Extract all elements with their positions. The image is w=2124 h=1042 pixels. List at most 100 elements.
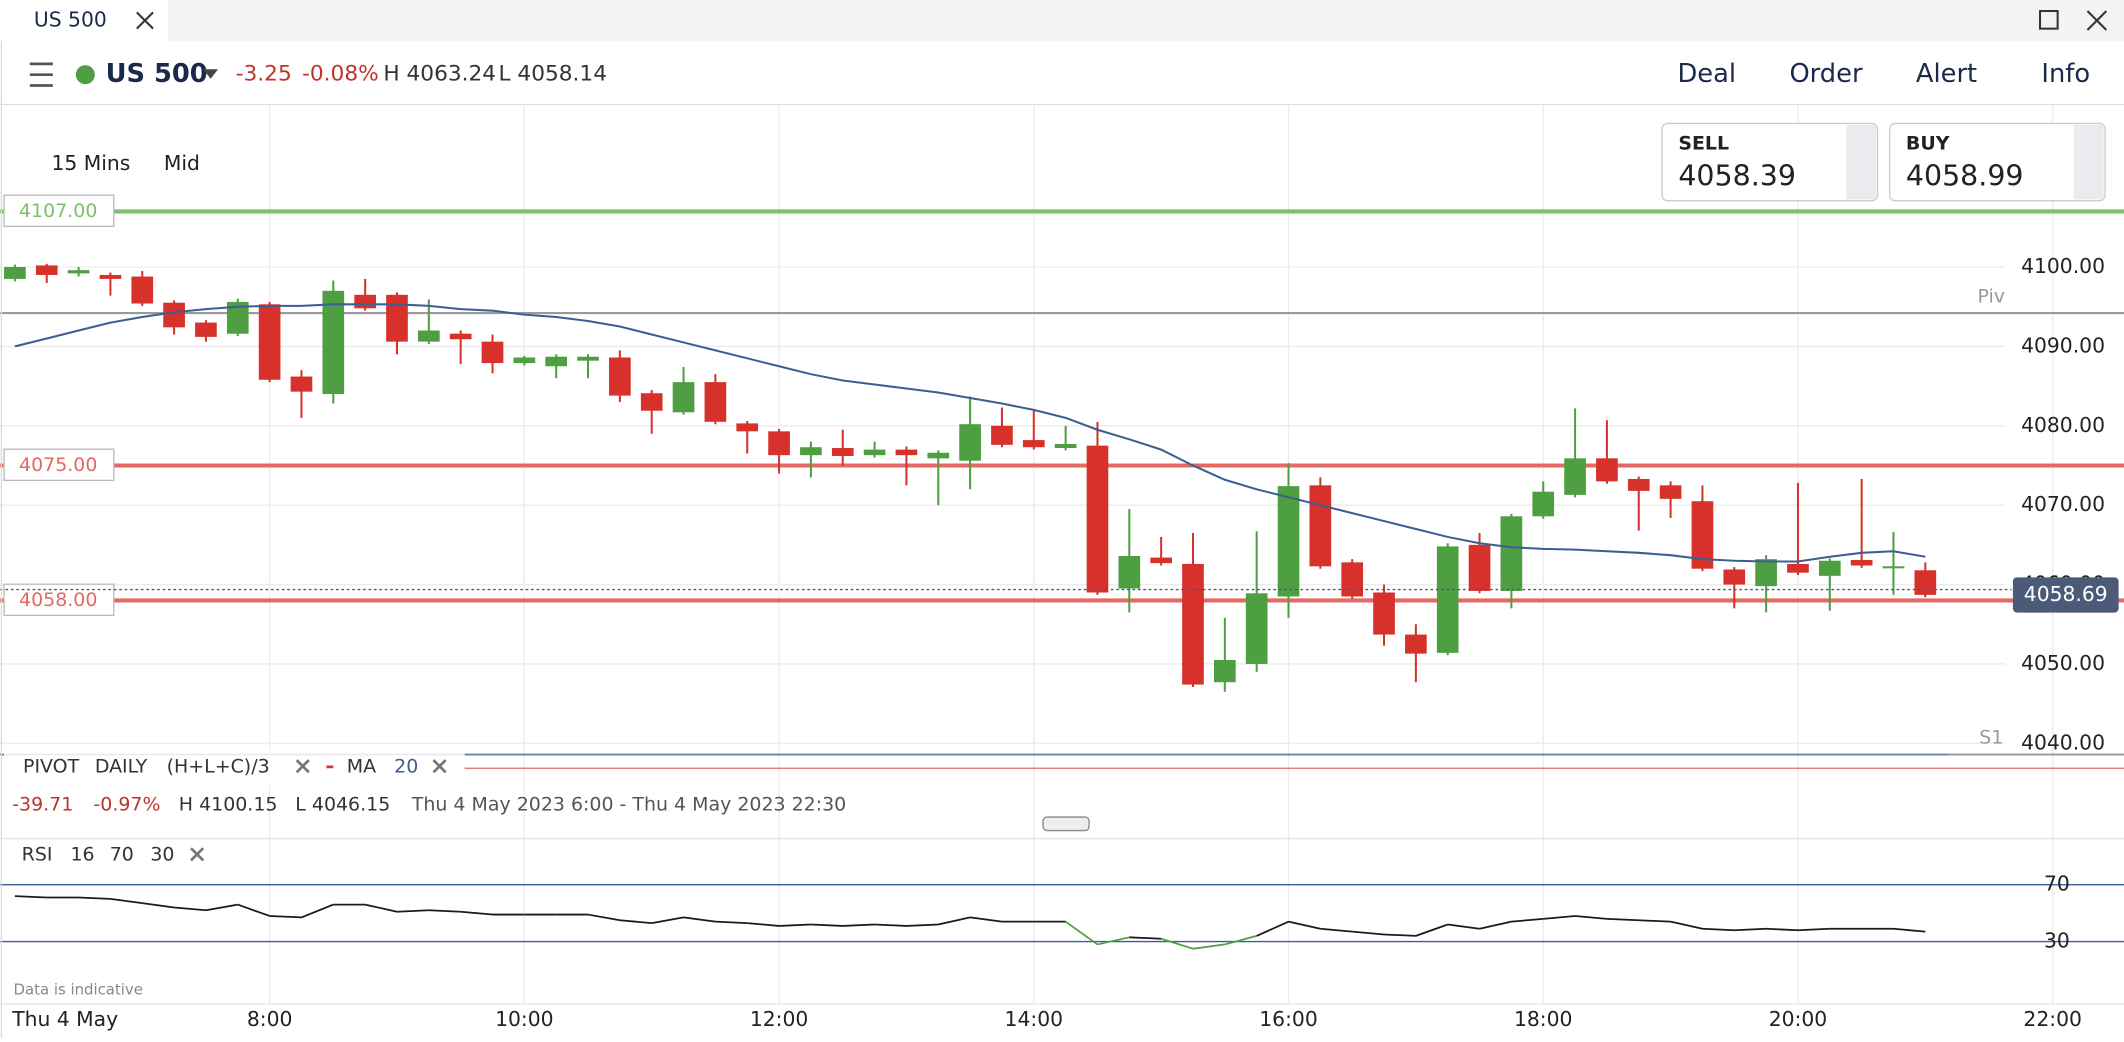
pivot-period: DAILY [95, 755, 148, 777]
candle-body [895, 449, 918, 456]
candle-body [768, 431, 790, 456]
ma-period: 20 [394, 755, 418, 777]
rsi-segment [587, 913, 621, 922]
disclaimer: Data is indicative [14, 980, 143, 998]
rsi-segment [1383, 933, 1416, 937]
candle-body [1882, 566, 1905, 569]
rsi-segment [1224, 935, 1257, 946]
rsi-segment [906, 923, 939, 927]
rsi-segment [1670, 920, 1703, 930]
buy-panel[interactable] [1888, 122, 2106, 202]
rsi-segment [619, 919, 652, 924]
rsi-segment [1543, 915, 1576, 920]
candle-body [1691, 501, 1714, 569]
day-high: H 4063.24 [383, 62, 496, 87]
level-label: 4075.00 [19, 454, 97, 476]
dropdown[interactable] [203, 69, 219, 79]
level-tag [3, 194, 115, 228]
close-window[interactable] [2086, 10, 2108, 31]
instrument[interactable]: US 500 [106, 59, 208, 89]
maximize[interactable] [2038, 10, 2059, 30]
remove-ma[interactable] [432, 759, 447, 774]
candle-body [672, 382, 695, 413]
range-change-pct: -0.97% [93, 793, 160, 815]
candle-body [1086, 445, 1109, 593]
candle-body [991, 425, 1013, 445]
rsi-segment [301, 903, 334, 919]
candle-body [386, 294, 408, 342]
tab-close[interactable] [136, 11, 154, 30]
candle-body [1277, 486, 1300, 597]
x-tick-label: 18:00 [1514, 1007, 1573, 1031]
y-tick-label: 4050.00 [2021, 651, 2105, 675]
order-button[interactable]: Order [1789, 59, 1863, 89]
rsi-segment [1479, 920, 1512, 930]
candle-body [1054, 444, 1077, 449]
rsi-segment [269, 915, 302, 919]
candle-body [1755, 559, 1777, 587]
rsi-segment [683, 916, 716, 923]
ma-label: MA [347, 755, 376, 777]
tab-bar [0, 0, 2124, 41]
x-tick-label: 16:00 [1259, 1007, 1318, 1031]
rsi-segment [1065, 920, 1098, 946]
candle-body [1564, 458, 1586, 495]
candle-body [67, 270, 90, 274]
rsi-segment [142, 902, 175, 909]
pivot-label: S1 [1979, 727, 2003, 749]
menu[interactable] [29, 62, 53, 87]
tab[interactable] [0, 0, 168, 41]
sell-panel[interactable] [1661, 122, 1879, 202]
alert-button[interactable]: Alert [1916, 59, 1977, 89]
range-high: H 4100.15 [179, 793, 278, 815]
rsi-segment [1734, 927, 1767, 932]
sell-box[interactable]: SELL 4058.39 [1661, 122, 1879, 202]
tab-title: US 500 [34, 8, 107, 32]
rsi-segment [460, 910, 493, 916]
x-tick-label: 12:00 [750, 1007, 809, 1031]
change-pct: -0.08% [302, 62, 379, 87]
range-dates: Thu 4 May 2023 6:00 - Thu 4 May 2023 22:… [411, 793, 846, 815]
rsi-segment [874, 923, 907, 927]
x-tick-label: 8:00 [247, 1007, 293, 1031]
rsi-segment [810, 923, 843, 927]
rsi-segment [779, 923, 811, 927]
rsi-segment [364, 903, 398, 913]
candle-body [1914, 570, 1937, 595]
candle-body [1468, 544, 1491, 591]
buy-tab [2073, 124, 2104, 200]
candle-body [131, 276, 154, 304]
candle-body [417, 330, 440, 342]
info-button[interactable]: Info [2041, 59, 2090, 89]
level-label: 4107.00 [19, 200, 97, 222]
candle-body [927, 452, 950, 459]
legend-box [4, 749, 465, 786]
candle-body [640, 393, 663, 411]
x-tick-label: 22:00 [2023, 1007, 2082, 1031]
rsi-tick-label: 70 [2044, 872, 2070, 896]
candle-body [513, 357, 536, 364]
rsi-segment [1702, 927, 1735, 932]
resize-handle[interactable] [1042, 816, 1090, 832]
remove-rsi[interactable] [190, 847, 205, 862]
rsi-segment [938, 916, 971, 926]
candle-body [959, 424, 981, 461]
candle-body [449, 333, 472, 340]
candle-body [322, 290, 345, 395]
buy-box[interactable]: BUY 4058.99 [1888, 122, 2106, 202]
sell-label: SELL [1678, 132, 1729, 154]
rsi-segment [969, 916, 1003, 923]
candle-body [1022, 440, 1045, 448]
interval[interactable]: 15 Mins [51, 151, 130, 175]
price-type[interactable]: Mid [164, 151, 200, 175]
y-tick-label: 4090.00 [2021, 333, 2105, 357]
candle-body [226, 301, 249, 334]
rsi-segment [1352, 930, 1385, 936]
rsi-segment [1129, 936, 1162, 940]
candle-body [1723, 569, 1746, 585]
deal-button[interactable]: Deal [1678, 59, 1737, 89]
range-low: L 4046.15 [295, 793, 390, 815]
remove-pivot[interactable] [295, 759, 310, 774]
rsi-segment [1797, 927, 1830, 932]
candle-body [1245, 593, 1268, 664]
